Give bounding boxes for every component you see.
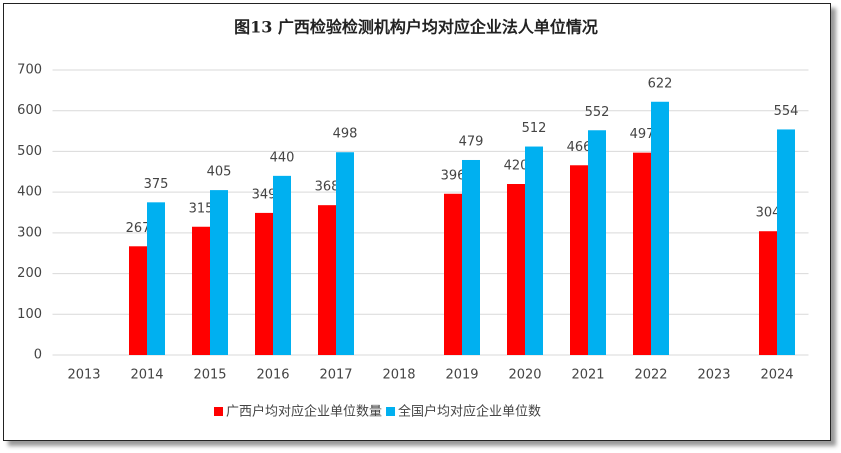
bar [273,175,291,355]
x-tick-label: 2019 [445,368,478,383]
x-tick-label: 2020 [508,368,541,383]
y-tick-label: 600 [17,103,42,118]
bar [507,184,525,355]
y-tick-label: 0 [34,348,42,363]
bar [147,202,165,355]
legend-label: 全国户均对应企业单位数 [398,404,541,420]
x-tick-label: 2016 [256,368,289,383]
data-label: 396 [441,168,466,183]
x-tick-label: 2018 [382,368,415,383]
bar [255,212,273,355]
bar [462,159,480,355]
chart-frame [3,3,831,441]
bar [633,152,651,355]
data-label: 405 [207,165,232,180]
bar [318,205,336,355]
data-label: 479 [459,134,484,149]
bar [444,193,462,355]
data-label: 440 [270,150,295,165]
data-label: 554 [774,104,799,119]
x-tick-label: 2021 [571,368,604,383]
bar [129,246,147,355]
y-tick-label: 700 [17,63,42,78]
y-tick-label: 100 [17,307,42,322]
x-tick-label: 2017 [319,368,352,383]
data-label: 497 [630,127,655,142]
data-label: 552 [585,105,610,120]
x-tick-label: 2023 [697,368,730,383]
y-tick-label: 500 [17,144,42,159]
data-label: 498 [333,127,358,142]
y-tick-label: 200 [17,266,42,281]
data-label: 420 [504,159,529,174]
data-label: 375 [144,177,169,192]
data-label: 368 [315,180,340,195]
bar [651,101,669,355]
x-tick-label: 2024 [760,368,793,383]
bar [570,165,588,355]
bar [759,231,777,355]
bar [525,146,543,355]
legend-label: 广西户均对应企业单位数量 [226,404,382,420]
data-label: 466 [567,140,592,155]
bar [777,129,795,355]
bar [192,226,210,355]
y-tick-label: 300 [17,225,42,240]
bar [336,152,354,355]
x-tick-label: 2022 [634,368,667,383]
legend-swatch [214,407,223,416]
bar [588,130,606,355]
x-tick-label: 2015 [193,368,226,383]
chart-title: 图13 广西检验检测机构户均对应企业法人单位情况 [234,18,598,37]
x-tick-label: 2014 [130,368,163,383]
data-label: 315 [189,201,214,216]
data-label: 304 [756,206,781,221]
x-tick-label: 2013 [67,368,100,383]
data-label: 622 [648,76,673,91]
bar [210,190,228,355]
data-label: 267 [126,221,151,236]
legend-swatch [386,407,396,416]
data-label: 349 [252,187,277,202]
data-label: 512 [522,121,547,136]
y-tick-label: 400 [17,185,42,200]
